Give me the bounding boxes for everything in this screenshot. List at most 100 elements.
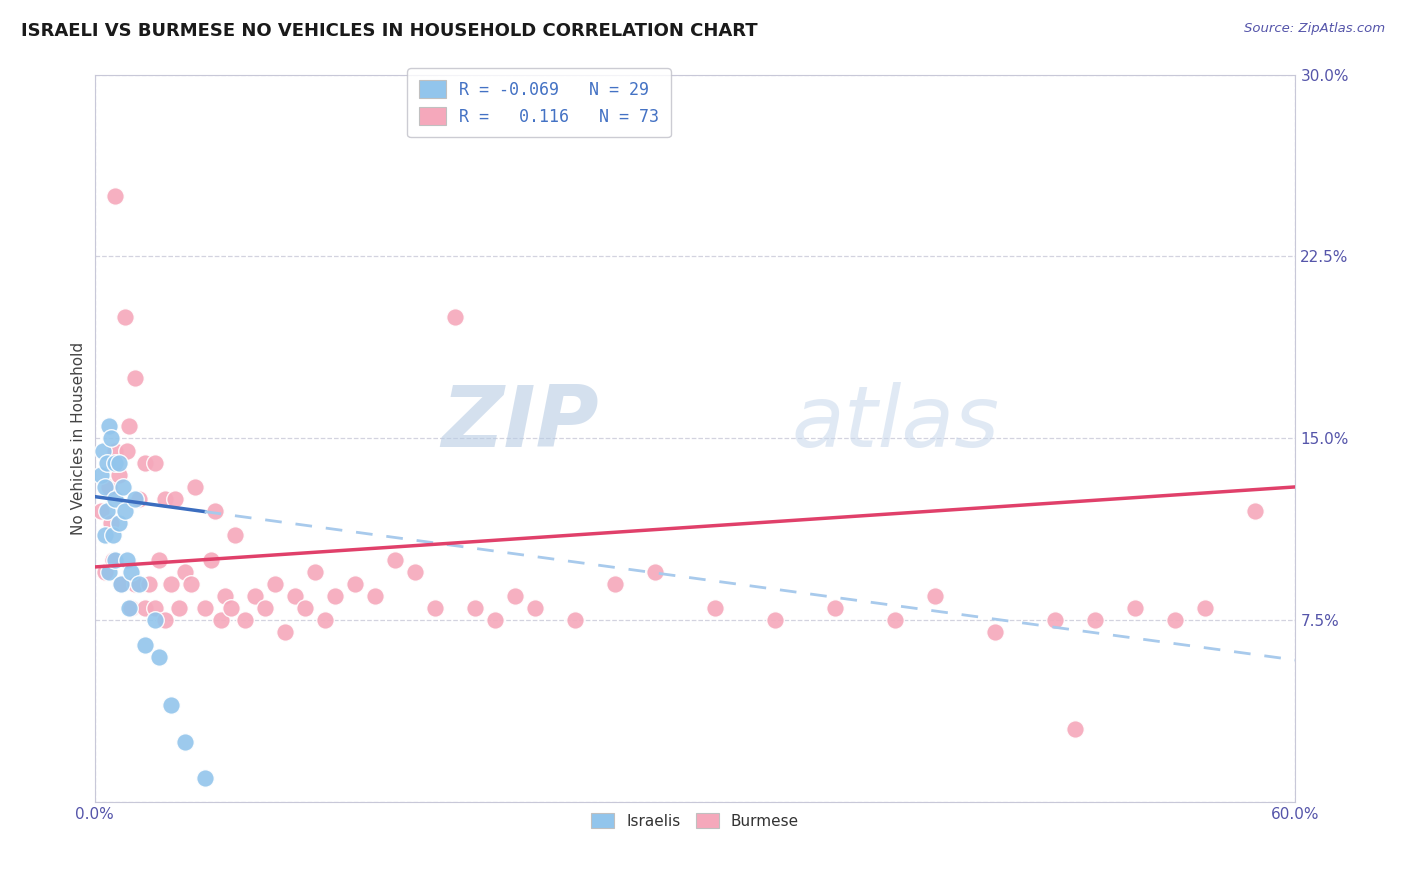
Point [159, 577, 181, 591]
Point [503, 589, 526, 603]
Point [219, 601, 242, 615]
Point [93, 480, 115, 494]
Point [120, 565, 142, 579]
Point [180, 577, 202, 591]
Point [124, 577, 146, 591]
Point [114, 310, 136, 324]
Point [644, 565, 666, 579]
Point [183, 480, 205, 494]
Point [384, 552, 406, 566]
Point [294, 601, 316, 615]
Point [343, 577, 366, 591]
Point [304, 565, 326, 579]
Point [93, 528, 115, 542]
Point [464, 601, 486, 615]
Point [984, 625, 1007, 640]
Point [97, 565, 120, 579]
Point [263, 577, 285, 591]
Point [103, 491, 125, 506]
Point [138, 577, 160, 591]
Point [134, 638, 156, 652]
Point [194, 601, 217, 615]
Point [90, 467, 112, 482]
Point [214, 589, 236, 603]
Point [159, 698, 181, 713]
Point [173, 734, 195, 748]
Point [200, 552, 222, 566]
Point [111, 480, 134, 494]
Point [97, 419, 120, 434]
Point [101, 528, 124, 542]
Point [120, 601, 142, 615]
Text: ISRAELI VS BURMESE NO VEHICLES IN HOUSEHOLD CORRELATION CHART: ISRAELI VS BURMESE NO VEHICLES IN HOUSEH… [21, 22, 758, 40]
Point [209, 613, 232, 627]
Y-axis label: No Vehicles in Household: No Vehicles in Household [72, 342, 86, 535]
Point [924, 589, 946, 603]
Point [523, 601, 546, 615]
Point [443, 310, 465, 324]
Point [124, 370, 146, 384]
Point [323, 589, 346, 603]
Point [423, 601, 446, 615]
Point [1164, 613, 1187, 627]
Point [243, 589, 266, 603]
Point [90, 504, 112, 518]
Point [1084, 613, 1107, 627]
Point [96, 456, 118, 470]
Point [114, 504, 136, 518]
Point [93, 565, 115, 579]
Point [110, 577, 132, 591]
Point [128, 577, 150, 591]
Point [153, 613, 176, 627]
Point [273, 625, 295, 640]
Point [100, 516, 122, 531]
Point [96, 504, 118, 518]
Point [103, 189, 125, 203]
Point [404, 565, 426, 579]
Point [564, 613, 586, 627]
Point [107, 516, 129, 531]
Point [103, 456, 125, 470]
Point [143, 601, 166, 615]
Point [884, 613, 907, 627]
Point [110, 577, 132, 591]
Point [763, 613, 786, 627]
Point [143, 456, 166, 470]
Point [364, 589, 387, 603]
Point [163, 491, 186, 506]
Point [153, 491, 176, 506]
Point [134, 601, 156, 615]
Point [603, 577, 626, 591]
Point [124, 491, 146, 506]
Point [143, 613, 166, 627]
Point [224, 528, 246, 542]
Point [1123, 601, 1146, 615]
Point [173, 565, 195, 579]
Point [194, 771, 217, 785]
Point [107, 456, 129, 470]
Point [103, 443, 125, 458]
Text: Source: ZipAtlas.com: Source: ZipAtlas.com [1244, 22, 1385, 36]
Point [1194, 601, 1216, 615]
Point [824, 601, 846, 615]
Text: atlas: atlas [792, 383, 1000, 466]
Point [233, 613, 256, 627]
Point [148, 552, 170, 566]
Point [284, 589, 307, 603]
Point [253, 601, 276, 615]
Point [314, 613, 336, 627]
Point [148, 649, 170, 664]
Point [91, 443, 114, 458]
Text: ZIP: ZIP [441, 383, 599, 466]
Point [107, 467, 129, 482]
Point [1045, 613, 1067, 627]
Point [115, 552, 138, 566]
Point [115, 443, 138, 458]
Point [100, 431, 122, 445]
Point [704, 601, 727, 615]
Legend: Israelis, Burmese: Israelis, Burmese [585, 806, 806, 835]
Point [167, 601, 190, 615]
Point [103, 552, 125, 566]
Point [128, 491, 150, 506]
Point [97, 480, 120, 494]
